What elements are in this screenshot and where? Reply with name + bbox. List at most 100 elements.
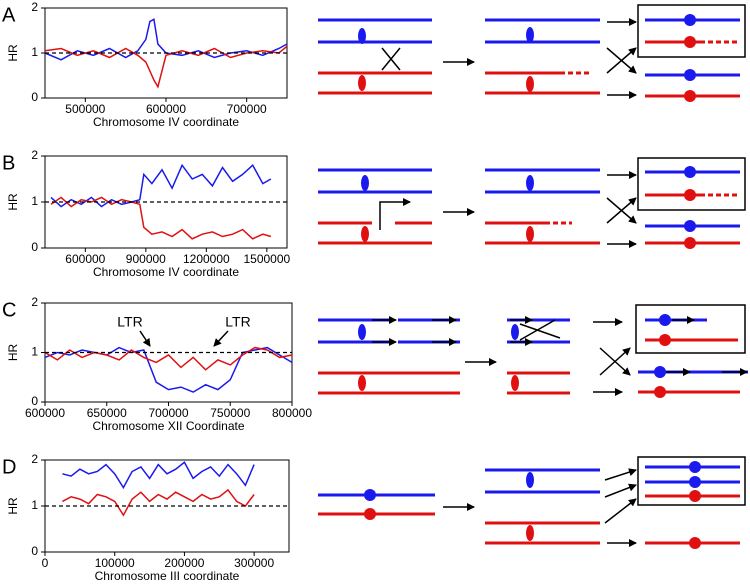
chart: A 0 1 2 500000 600000 700000 HR Chromosome IV co… [2,0,288,129]
centromere [526,525,534,541]
centromere [361,226,369,242]
series-line [62,461,255,490]
invasion-arrow [379,198,411,230]
annotation-arrow [139,330,151,347]
x-tick-label: 100000 [95,556,135,570]
arrow [604,468,637,481]
chart: C 0 1 2 600000 650000 700000 750000 800000 HR Chro… [2,295,312,433]
panel-label: A [2,4,16,26]
y-tick-label: 1 [31,345,38,359]
centromere [654,366,666,378]
centromere [511,375,519,391]
x-tick-label: 300000 [234,556,274,570]
arrow [599,347,631,376]
diagram-c [318,304,748,398]
y-tick-label: 1 [31,45,38,59]
x-axis-label: Chromosome III coordinate [95,569,240,583]
box [635,304,746,354]
y-tick-label: 0 [31,394,38,408]
crossover [381,47,401,71]
panel-label: D [2,456,16,478]
y-tick-label: 2 [31,452,38,466]
y-tick-label: 0 [31,544,38,558]
centromere [654,386,666,398]
panel-label: C [2,299,16,321]
y-axis-label: HR [6,193,20,211]
box [637,456,746,506]
centromere [361,175,369,191]
series-line [44,18,288,61]
chart: D 0 1 2 0 100000 200000 300000 HR Chromosome III … [2,452,290,583]
centromere [684,237,696,249]
centromere [684,220,696,232]
centromere [358,324,366,340]
series-line [50,196,272,240]
x-tick-label: 1200000 [183,252,230,266]
x-tick-label: 200000 [164,556,204,570]
centromere [684,36,696,48]
arrow [606,47,637,74]
centromere [689,476,701,488]
y-tick-label: 2 [31,295,38,309]
diagram-d [318,456,746,549]
series-line [44,346,293,371]
x-tick-label: 900000 [126,252,166,266]
centromere [659,314,671,326]
x-tick-label: 650000 [87,406,127,420]
y-tick-label: 1 [31,498,38,512]
centromere [364,489,376,501]
x-tick-label: 0 [42,556,49,570]
y-tick-label: 2 [31,0,38,14]
centromere [689,490,701,502]
x-tick-label: 600000 [65,252,105,266]
centromere [511,324,519,340]
y-tick-label: 0 [31,90,38,104]
x-tick-label: 700000 [227,102,267,116]
x-axis-label: Chromosome XII Coordinate [92,419,244,433]
centromere [526,76,534,92]
arrow [604,498,637,524]
diagram-b [318,157,746,249]
centromere [358,28,366,44]
y-axis-label: HR [6,344,20,362]
centromere [358,375,366,391]
panel-label: B [2,152,15,174]
x-tick-label: 1500000 [243,252,290,266]
series-line [50,163,272,208]
x-tick-label: 500000 [65,102,105,116]
annotation-arrow [213,330,229,347]
y-tick-label: 0 [31,240,38,254]
centromere [689,537,701,549]
y-tick-label: 2 [31,148,38,162]
x-tick-label: 700000 [148,406,188,420]
box [637,157,746,211]
centromere [358,75,366,91]
centromere [659,334,671,346]
y-axis-label: HR [6,44,20,62]
centromere [684,14,696,26]
centromere [364,508,376,520]
box [637,4,746,58]
x-axis-label: Chromosome IV coordinate [93,265,239,279]
crossover [519,319,561,341]
centromere [526,27,534,43]
centromere [526,175,534,191]
x-axis-label: Chromosome IV coordinate [93,115,239,129]
y-tick-label: 1 [31,194,38,208]
x-tick-label: 600000 [146,102,186,116]
annotation: LTR [117,314,142,330]
arrow [604,483,637,498]
chart: B 0 1 2 600000 900000 1200000 1500000 HR Chromoso… [2,148,291,279]
centromere [684,69,696,81]
centromere [684,90,696,102]
centromere [689,461,701,473]
series-line [44,45,288,89]
centromere [526,472,534,488]
x-tick-label: 800000 [272,406,312,420]
centromere [684,166,696,178]
x-tick-label: 750000 [210,406,250,420]
y-axis-label: HR [6,497,20,515]
diagram-a [318,4,746,102]
centromere [684,189,696,201]
